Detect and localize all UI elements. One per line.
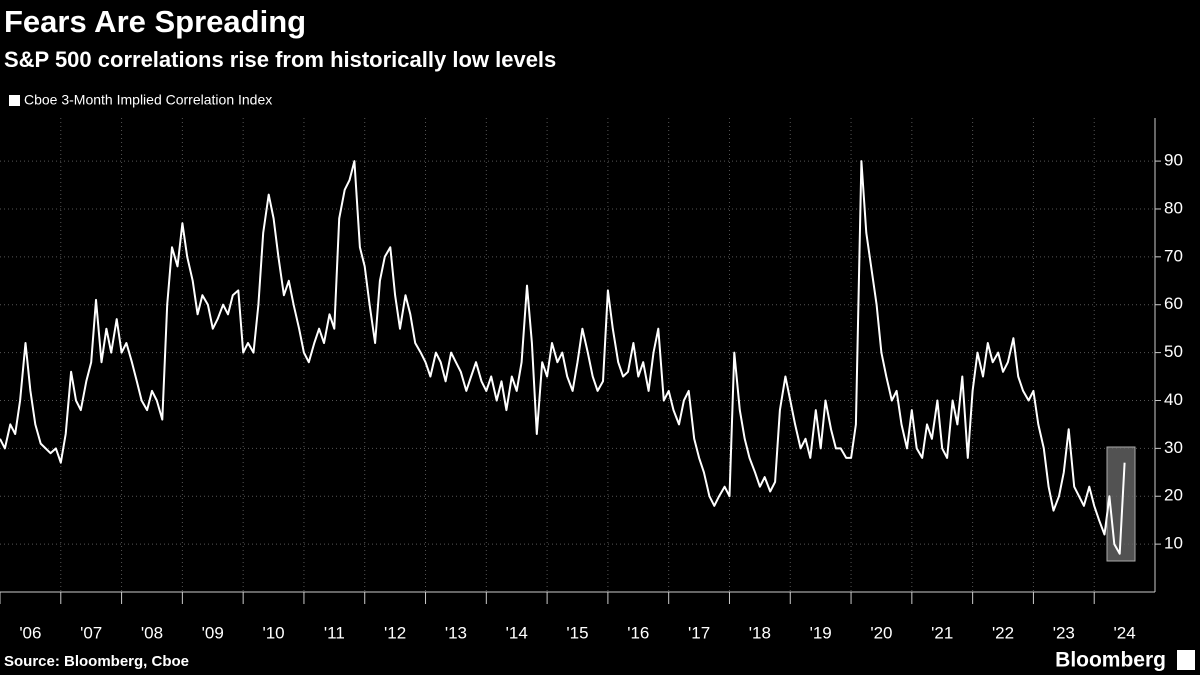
x-tick-label: '13 (445, 623, 467, 642)
chart-title: Fears Are Spreading (4, 4, 306, 39)
x-tick-label: '07 (80, 623, 102, 642)
x-tick-label: '11 (324, 623, 345, 642)
x-tick-label: '10 (262, 623, 284, 642)
x-tick-label: '20 (870, 623, 892, 642)
legend-label: Cboe 3-Month Implied Correlation Index (24, 92, 272, 108)
x-tick-label: '14 (506, 623, 528, 642)
x-tick-label: '12 (384, 623, 406, 642)
brand-icon (1177, 650, 1195, 670)
x-tick-label: '22 (992, 623, 1014, 642)
y-tick-label: 80 (1164, 198, 1183, 217)
x-tick-label: '18 (749, 623, 771, 642)
x-tick-label: '06 (19, 623, 41, 642)
plot-area: 10 20 30 40 50 60 70 80 90 '06 '07 '08 '09 '10 '11 '12 '… (0, 118, 1183, 642)
series-line (0, 160, 1126, 555)
y-tick-label: 90 (1164, 151, 1183, 170)
x-tick-label: '19 (810, 623, 832, 642)
x-tick-label: '09 (202, 623, 224, 642)
y-tick-label: 30 (1164, 438, 1183, 457)
x-tick-label: '17 (688, 623, 710, 642)
legend-swatch (9, 95, 20, 106)
y-tick-label: 60 (1164, 294, 1183, 313)
brand: Bloomberg (1055, 649, 1166, 672)
source: Source: Bloomberg, Cboe (4, 653, 189, 670)
y-tick-label: 10 (1164, 534, 1183, 553)
x-tick-label: '16 (627, 623, 649, 642)
y-tick-label: 70 (1164, 246, 1183, 265)
x-tick-label: '23 (1053, 623, 1075, 642)
y-tick-label: 20 (1164, 486, 1183, 505)
x-tick-label: '21 (931, 623, 953, 642)
x-tick-label: '15 (566, 623, 588, 642)
y-tick-label: 40 (1164, 390, 1183, 409)
chart-subtitle: S&P 500 correlations rise from historica… (4, 47, 556, 72)
x-tick-label: '08 (141, 623, 163, 642)
x-tick-label: '24 (1114, 623, 1136, 642)
y-tick-label: 50 (1164, 342, 1183, 361)
